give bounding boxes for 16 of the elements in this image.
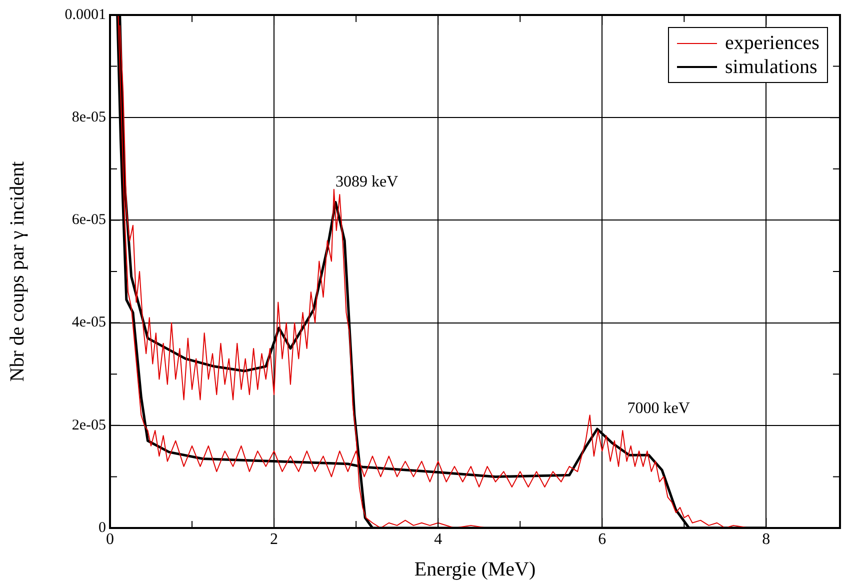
x-axis-title: Energie (MeV) (414, 558, 536, 580)
y-axis-title: Nbr de coups par γ incident (6, 160, 28, 382)
x-tick-label: 6 (598, 530, 606, 548)
y-tick-label: 0.0001 (64, 6, 106, 23)
y-tick-label: 2e-05 (72, 417, 106, 434)
y-tick-label: 4e-05 (72, 314, 106, 331)
x-tick-label: 2 (270, 530, 278, 548)
legend-label: simulations (725, 55, 818, 79)
x-tick-label: 4 (434, 530, 442, 548)
annotation: 3089 keV (336, 173, 399, 190)
y-tick-label: 6e-05 (72, 212, 106, 228)
y-tick-label: 0 (98, 520, 106, 536)
x-tick-label: 8 (762, 530, 770, 548)
annotation: 7000 keV (627, 400, 690, 418)
legend-label: experiences (725, 31, 820, 55)
y-tick-label: 8e-05 (72, 110, 106, 126)
